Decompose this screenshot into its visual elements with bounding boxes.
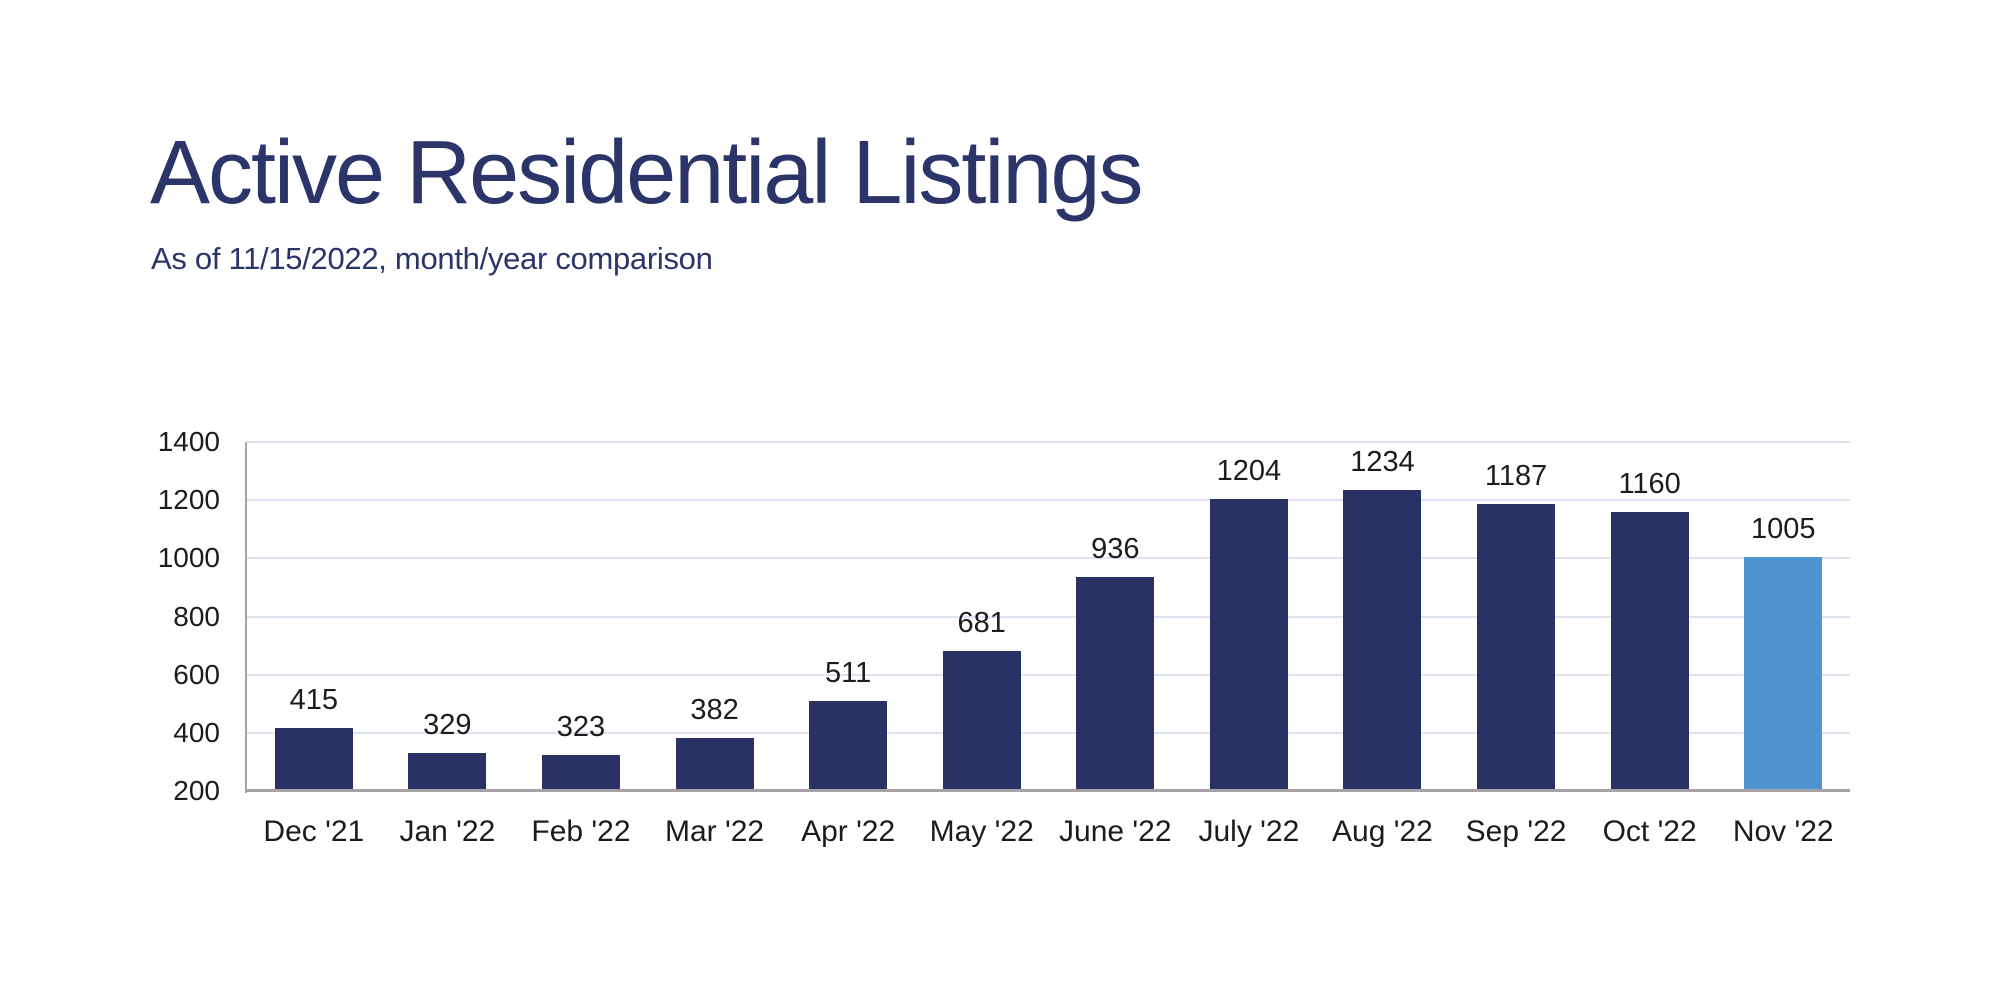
y-tick-label: 200 bbox=[173, 775, 220, 806]
y-tick-label: 800 bbox=[173, 600, 220, 632]
bar-value-label: 681 bbox=[957, 607, 1006, 640]
x-axis-line bbox=[245, 789, 1850, 792]
x-axis-label: Feb '22 bbox=[531, 815, 631, 848]
bar-aug-22 bbox=[1343, 490, 1422, 791]
gridline-1000 bbox=[247, 557, 1850, 560]
bar-value-label: 1234 bbox=[1350, 446, 1415, 479]
bar-jan-22 bbox=[408, 753, 487, 791]
bar-apr-22 bbox=[809, 700, 888, 791]
bar-feb-22 bbox=[541, 755, 620, 791]
bar-chart-plot-area: 1400 1200 1000 800 600 400 200 415 Dec '21 329 Jan… bbox=[158, 426, 1850, 848]
bar-june-22 bbox=[1076, 576, 1155, 791]
gridline-800 bbox=[247, 615, 1850, 618]
bar-may-22 bbox=[942, 651, 1021, 791]
y-axis-line bbox=[245, 442, 247, 793]
x-axis-label: Apr '22 bbox=[801, 815, 896, 848]
x-axis-label: June '22 bbox=[1059, 815, 1172, 848]
chart-subtitle: As of 11/15/2022, month/year comparison bbox=[151, 241, 713, 276]
x-axis-label: Dec '21 bbox=[263, 815, 365, 848]
gridline-1200 bbox=[247, 499, 1850, 502]
y-tick-label: 1400 bbox=[157, 426, 220, 457]
bar-mar-22 bbox=[675, 738, 754, 791]
bar-value-label: 936 bbox=[1091, 532, 1140, 565]
gridline-600 bbox=[247, 673, 1850, 676]
chart-title: Active Residential Listings bbox=[150, 123, 1144, 223]
bar-value-label: 1160 bbox=[1618, 467, 1681, 500]
gridline-400 bbox=[247, 731, 1850, 734]
bar-value-label: 1005 bbox=[1750, 512, 1816, 545]
x-axis-label: May '22 bbox=[929, 815, 1034, 848]
bar-value-label: 382 bbox=[690, 694, 739, 727]
x-axis-label: Oct '22 bbox=[1602, 815, 1697, 848]
x-axis-label: Aug '22 bbox=[1332, 815, 1433, 848]
y-tick-label: 1200 bbox=[157, 484, 220, 516]
bar-dec-21 bbox=[274, 728, 353, 791]
bar-value-label: 323 bbox=[556, 711, 606, 744]
gridline-1400 bbox=[247, 441, 1850, 443]
bar-nov-22 bbox=[1744, 556, 1823, 791]
x-axis-label: Nov '22 bbox=[1732, 815, 1834, 848]
bar-value-label: 329 bbox=[423, 709, 472, 742]
bar-value-label: 1187 bbox=[1484, 459, 1548, 492]
bar-value-label: 511 bbox=[825, 656, 872, 689]
bar-oct-22 bbox=[1610, 511, 1689, 791]
bar-july-22 bbox=[1209, 499, 1288, 791]
x-axis-label: Mar '22 bbox=[664, 815, 765, 848]
bar-sep-22 bbox=[1477, 503, 1556, 791]
bar-value-label: 1204 bbox=[1216, 455, 1282, 488]
y-tick-label: 400 bbox=[173, 716, 220, 748]
y-tick-label: 1000 bbox=[157, 542, 220, 574]
bar-value-label: 415 bbox=[289, 684, 338, 717]
x-axis-label: Sep '22 bbox=[1465, 815, 1567, 848]
x-axis-label: July '22 bbox=[1198, 815, 1300, 848]
x-axis-label: Jan '22 bbox=[399, 815, 496, 848]
y-tick-label: 600 bbox=[173, 658, 220, 690]
